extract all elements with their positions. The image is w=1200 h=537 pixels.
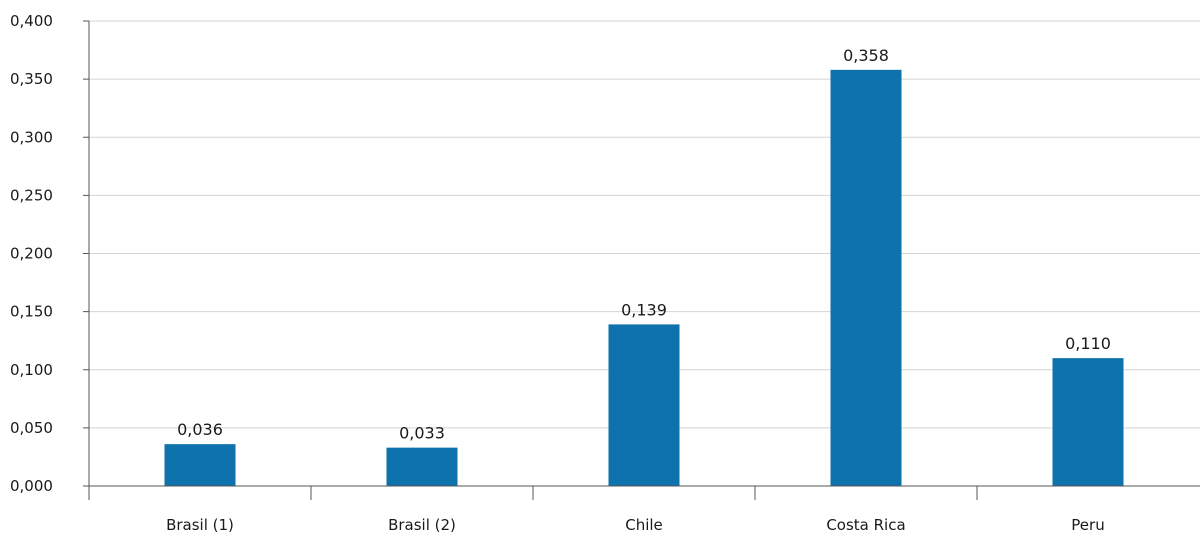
data-label: 0,358 [843,46,889,65]
x-category-label: Costa Rica [826,516,905,533]
bar [386,447,458,486]
y-tick-label: 0,350 [10,70,53,88]
y-tick-label: 0,000 [10,477,53,495]
gridlines [89,20,1200,429]
y-tick-label: 0,150 [10,303,53,321]
bar [830,69,902,486]
y-tick-label: 0,250 [10,186,53,204]
y-tick-label: 0,300 [10,128,53,146]
x-category-label: Brasil (1) [166,516,234,533]
data-label: 0,036 [177,420,223,439]
bar [608,324,680,486]
bar [164,444,236,486]
bar [1052,358,1124,486]
y-tick-label: 0,050 [10,419,53,437]
y-tick-label: 0,200 [10,245,53,263]
y-tick-label: 0,100 [10,361,53,379]
x-category-label: Brasil (2) [388,516,456,533]
bars [164,69,1124,486]
x-category-label: Peru [1071,516,1104,533]
data-label: 0,033 [399,424,445,443]
labels: 0,000 0,050 0,100 0,150 0,200 0,250 0,300 0,350… [10,12,1111,534]
data-label: 0,110 [1065,334,1111,353]
x-category-label: Chile [625,516,663,533]
y-tick-label: 0,400 [10,12,53,30]
axes [83,20,1200,500]
data-label: 0,139 [621,300,667,319]
